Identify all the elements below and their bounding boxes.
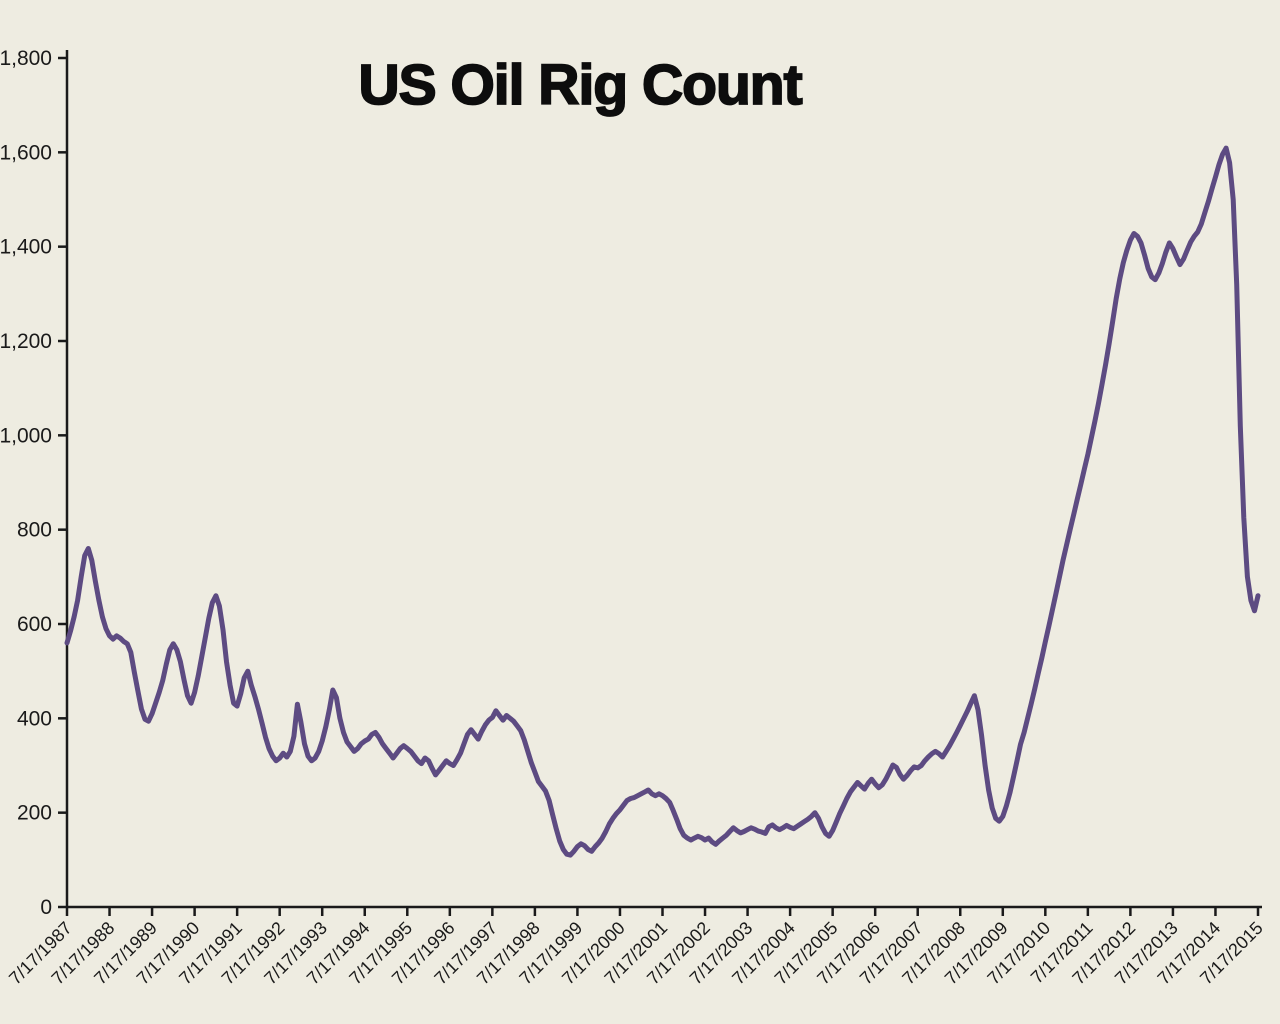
y-axis-tick-label: 1,800 (0, 47, 52, 70)
y-axis-tick-label: 0 (40, 896, 52, 919)
y-axis-tick-label: 600 (17, 613, 52, 636)
rig-count-line (64, 145, 1261, 858)
chart-title: US Oil Rig Count (358, 52, 804, 118)
y-axis-tick-label: 1,000 (0, 424, 52, 447)
y-axis-tick-label: 1,200 (0, 330, 52, 353)
y-axis-tick-label: 200 (17, 802, 52, 825)
y-axis-tick-label: 1,400 (0, 236, 52, 259)
y-axis-tick-label: 400 (17, 707, 52, 730)
y-axis-tick-label: 800 (17, 519, 52, 542)
y-axis-tick-label: 1,600 (0, 141, 52, 164)
